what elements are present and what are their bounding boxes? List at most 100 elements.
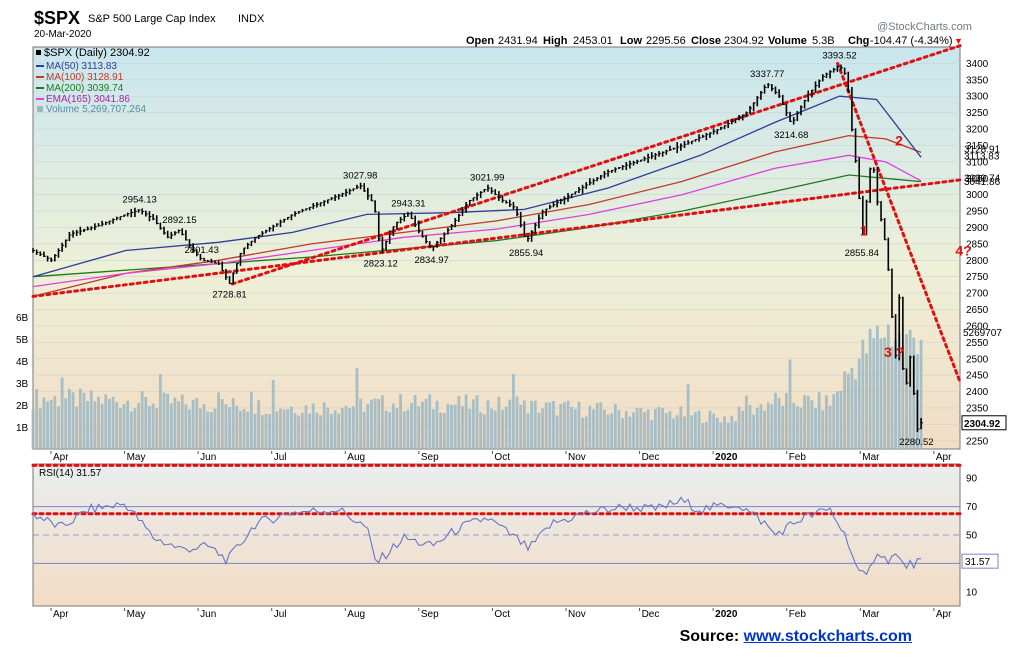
volume-bar xyxy=(406,409,410,449)
legend-volume: Volume 5,269,707,264 xyxy=(46,104,147,115)
source-label: Source: xyxy=(679,628,740,645)
month-label: Sep xyxy=(421,609,439,620)
volume-bar xyxy=(340,408,344,449)
month-label: May xyxy=(127,452,146,463)
trendlines xyxy=(31,44,962,384)
volume-bar xyxy=(544,402,548,449)
volume-tick-label: 6B xyxy=(16,313,29,324)
volume-bar xyxy=(311,403,315,449)
volume-bar xyxy=(672,418,675,449)
volume-bar xyxy=(646,409,650,449)
volume-bar xyxy=(730,415,734,449)
month-label: Jul xyxy=(274,609,287,620)
volume-bar xyxy=(643,411,646,449)
volume-bar xyxy=(126,400,130,449)
volume-bar xyxy=(522,400,526,449)
volume-bar xyxy=(38,408,42,449)
volume-bar xyxy=(555,415,559,449)
chg-value: -104.47 (-4.34%) xyxy=(870,35,953,47)
volume-bar xyxy=(64,398,68,449)
volume-bar xyxy=(155,408,159,449)
volume-bar xyxy=(504,406,508,449)
volume-bar xyxy=(595,403,599,449)
volume-bar xyxy=(777,397,781,449)
price-tick-label: 2600 xyxy=(966,321,989,332)
price-tick-label: 2650 xyxy=(966,305,989,316)
volume-bar xyxy=(206,411,210,449)
volume-bar xyxy=(901,346,905,449)
volume-bar xyxy=(348,408,352,449)
volume-bar xyxy=(515,396,519,449)
volume-bar xyxy=(31,409,35,449)
volume-bar xyxy=(562,402,566,449)
volume-bar xyxy=(381,395,384,449)
price-tick-label: 3050 xyxy=(966,174,989,185)
volume-bar xyxy=(774,392,777,449)
volume-bar xyxy=(370,399,373,449)
volume-bar xyxy=(821,410,825,449)
volume-bar xyxy=(213,408,217,449)
volume-bar xyxy=(271,379,275,449)
volume-bar xyxy=(100,403,104,449)
volume-bar xyxy=(242,409,246,449)
month-label: Nov xyxy=(568,452,586,463)
volume-axis: 1B 2B 3B 4B 5B 6B xyxy=(16,313,29,434)
high-value: 2453.01 xyxy=(573,35,613,47)
volume-bar xyxy=(300,412,304,449)
volume-tick-label: 5B xyxy=(16,335,29,346)
volume-bar xyxy=(86,400,89,449)
volume-bar xyxy=(118,408,122,449)
volume-bar xyxy=(875,325,879,449)
volume-bar xyxy=(719,422,723,449)
price-tick-label: 3250 xyxy=(966,108,989,119)
volume-bar xyxy=(224,404,228,449)
price-point-label: 2728.81 xyxy=(212,290,246,301)
price-tick-label: 2250 xyxy=(966,436,989,447)
volume-bar xyxy=(759,404,763,449)
volume-bar xyxy=(537,412,541,449)
volume-bar xyxy=(279,408,282,449)
wave-label: 2 xyxy=(895,132,903,148)
low-value: 2295.56 xyxy=(646,35,686,47)
month-label: Mar xyxy=(862,452,880,463)
volume-bar xyxy=(450,404,453,449)
price-tick-label: 3150 xyxy=(966,141,989,152)
month-label: Apr xyxy=(53,452,69,463)
rsi-tick-label: 10 xyxy=(966,587,978,598)
volume-bar xyxy=(373,398,377,449)
chg-label: Chg xyxy=(848,35,869,47)
volume-bar xyxy=(315,412,319,449)
month-axis-rsi: Apr May Jun Jul Aug Sep Oct Nov Dec 2020 Feb Mar Apr xyxy=(50,608,952,620)
open-value: 2431.94 xyxy=(498,35,538,47)
volume-bar xyxy=(173,397,177,449)
volume-bar xyxy=(766,402,770,449)
source-link[interactable]: www.stockcharts.com xyxy=(743,628,912,645)
price-tick-label: 3300 xyxy=(966,92,989,103)
volume-bar xyxy=(264,413,268,449)
legend-volume-swatch xyxy=(37,106,43,112)
close-label: Close xyxy=(691,35,721,47)
volume-bar xyxy=(886,324,890,449)
volume-bar xyxy=(253,413,257,449)
volume-bar xyxy=(322,402,326,449)
volume-bar xyxy=(697,410,701,449)
volume-bar xyxy=(683,416,686,449)
wave-label: 4? xyxy=(955,242,971,258)
volume-bars xyxy=(31,324,923,449)
volume-bar xyxy=(701,423,705,449)
volume-bar xyxy=(257,400,261,449)
trendline xyxy=(836,61,962,384)
volume-bar xyxy=(399,394,403,449)
volume-bar xyxy=(428,394,432,449)
volume-bar xyxy=(694,412,697,449)
month-label: Jun xyxy=(200,609,216,620)
volume-tick-label: 3B xyxy=(16,379,29,390)
volume-bar xyxy=(35,389,39,449)
volume-bar xyxy=(861,339,865,449)
volume-bar xyxy=(723,416,726,449)
month-label: Dec xyxy=(642,609,660,620)
watermark: @StockCharts.com xyxy=(877,21,972,33)
volume-bar xyxy=(359,398,362,449)
month-label: Oct xyxy=(494,609,510,620)
volume-bar xyxy=(60,377,64,449)
